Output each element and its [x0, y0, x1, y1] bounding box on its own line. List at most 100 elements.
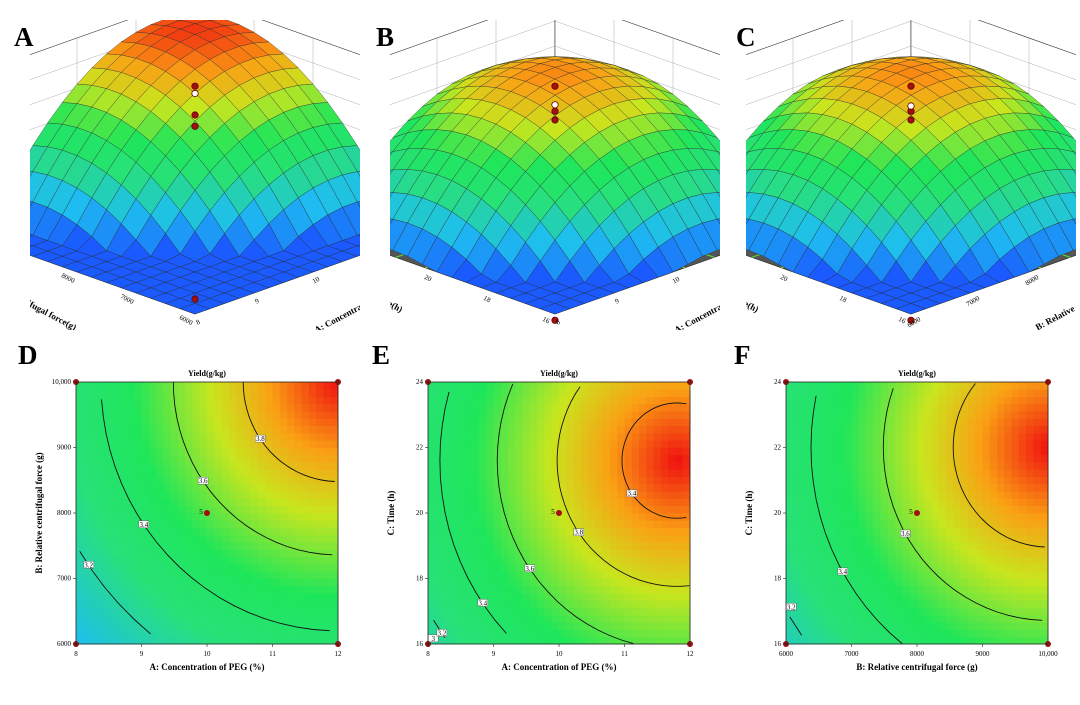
heat-cell	[112, 404, 120, 412]
heat-cell	[265, 615, 273, 623]
heat-cell	[786, 477, 794, 485]
heat-cell	[588, 528, 596, 536]
heat-cell	[1026, 477, 1034, 485]
heat-cell	[163, 579, 171, 587]
heat-cell	[127, 513, 135, 521]
heat-cell	[316, 615, 324, 623]
heat-cell	[1026, 389, 1034, 397]
heat-cell	[544, 629, 552, 637]
heat-cell	[450, 433, 458, 441]
heat-cell	[156, 528, 164, 536]
heat-cell	[501, 579, 509, 587]
heat-cell	[287, 513, 295, 521]
heat-cell	[859, 382, 867, 390]
heat-cell	[808, 477, 816, 485]
heat-cell	[214, 477, 222, 485]
heat-cell	[1004, 491, 1012, 499]
heat-cell	[450, 498, 458, 506]
heat-cell	[163, 397, 171, 405]
heat-cell	[142, 477, 150, 485]
heat-cell	[968, 600, 976, 608]
heat-cell	[852, 426, 860, 434]
heat-cell	[120, 426, 128, 434]
y-tick-label: 18	[416, 575, 424, 583]
heat-cell	[486, 520, 494, 528]
heat-cell	[654, 629, 662, 637]
heat-cell	[866, 426, 874, 434]
heat-cell	[178, 564, 186, 572]
heat-cell	[953, 571, 961, 579]
heat-cell	[1012, 520, 1020, 528]
heat-cell	[222, 484, 230, 492]
heat-cell	[83, 498, 91, 506]
heat-cell	[1026, 418, 1034, 426]
heat-cell	[457, 520, 465, 528]
heat-cell	[581, 440, 589, 448]
heat-cell	[265, 397, 273, 405]
heat-cell	[852, 535, 860, 543]
heat-cell	[975, 440, 983, 448]
heat-cell	[559, 629, 567, 637]
heat-cell	[881, 440, 889, 448]
heat-cell	[610, 571, 618, 579]
heat-cell	[472, 491, 480, 499]
heat-cell	[961, 600, 969, 608]
heat-cell	[668, 593, 676, 601]
heat-cell	[997, 382, 1005, 390]
heat-cell	[83, 462, 91, 470]
heat-cell	[683, 557, 691, 565]
heat-cell	[786, 513, 794, 521]
heat-cell	[273, 397, 281, 405]
heat-cell	[316, 433, 324, 441]
heat-cell	[793, 557, 801, 565]
heat-cell	[793, 484, 801, 492]
heat-cell	[581, 418, 589, 426]
heat-cell	[997, 593, 1005, 601]
heat-cell	[801, 615, 809, 623]
heat-cell	[435, 513, 443, 521]
heat-cell	[873, 469, 881, 477]
heat-cell	[683, 542, 691, 550]
heat-cell	[786, 389, 794, 397]
heat-cell	[975, 477, 983, 485]
heat-cell	[881, 586, 889, 594]
heat-cell	[243, 484, 251, 492]
heat-cell	[287, 600, 295, 608]
heat-cell	[229, 418, 237, 426]
heat-cell	[508, 477, 516, 485]
heat-cell	[192, 455, 200, 463]
heat-cell	[530, 557, 538, 565]
heat-cell	[309, 404, 317, 412]
heat-cell	[595, 600, 603, 608]
heat-cell	[830, 404, 838, 412]
heat-cell	[537, 600, 545, 608]
heat-cell	[544, 535, 552, 543]
heat-cell	[968, 462, 976, 470]
heat-cell	[515, 426, 523, 434]
heat-cell	[530, 520, 538, 528]
heat-cell	[236, 484, 244, 492]
heat-cell	[309, 433, 317, 441]
heat-cell	[895, 426, 903, 434]
heat-cell	[837, 579, 845, 587]
heat-cell	[808, 389, 816, 397]
heat-cell	[134, 411, 142, 419]
heat-cell	[508, 615, 516, 623]
heat-cell	[501, 440, 509, 448]
heat-cell	[523, 637, 531, 645]
heat-cell	[435, 549, 443, 557]
heat-cell	[112, 549, 120, 557]
heat-cell	[120, 411, 128, 419]
heat-cell	[683, 433, 691, 441]
heat-cell	[443, 542, 451, 550]
heat-cell	[309, 542, 317, 550]
heat-cell	[654, 389, 662, 397]
heat-cell	[574, 411, 582, 419]
heat-cell	[309, 484, 317, 492]
heat-cell	[661, 629, 669, 637]
heat-cell	[1012, 557, 1020, 565]
heat-cell	[501, 557, 509, 565]
heat-cell	[932, 433, 940, 441]
heat-cell	[486, 433, 494, 441]
heat-cell	[149, 484, 157, 492]
